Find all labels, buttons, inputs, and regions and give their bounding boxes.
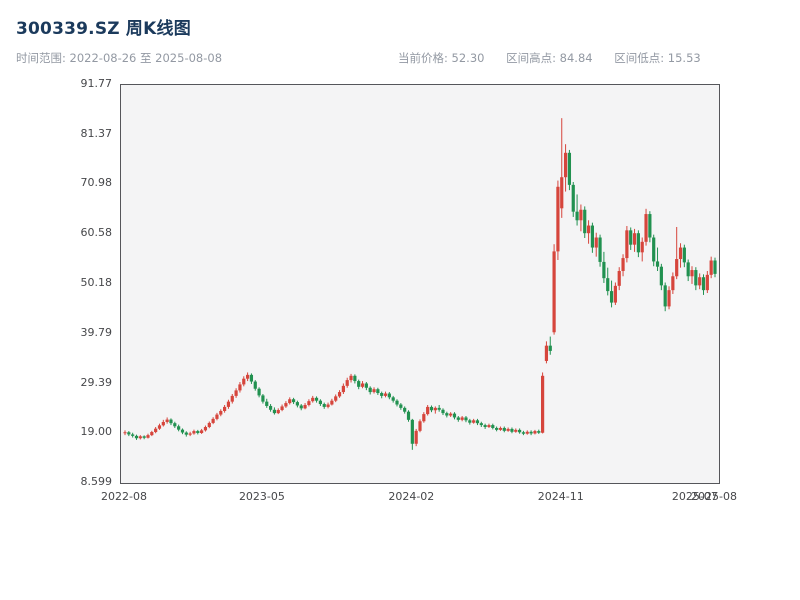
- y-axis-label: 50.18: [80, 276, 113, 290]
- range-low-label: 区间低点:: [614, 51, 665, 65]
- date-range-value: 2022-08-26 至 2025-08-08: [69, 51, 223, 65]
- y-axis-label: 81.37: [80, 126, 113, 140]
- x-axis-label: 2022-08: [101, 490, 147, 503]
- y-axis-label: 39.79: [80, 325, 113, 339]
- x-axis-label: 2025-08: [691, 490, 737, 503]
- y-axis-label: 29.39: [80, 375, 113, 389]
- candles: [123, 118, 717, 450]
- range-low-value: 15.53: [667, 51, 701, 65]
- x-axis-label: 2025-07: [671, 490, 718, 503]
- current-price-label: 当前价格:: [398, 51, 448, 65]
- y-axis-label: 8.599: [80, 475, 113, 488]
- y-axis-label: 60.58: [80, 226, 113, 240]
- y-axis-label: 19.00: [80, 425, 113, 439]
- page-title: 300339.SZ 周K线图: [16, 19, 191, 39]
- y-axis-label: 91.77: [80, 77, 113, 90]
- x-axis-label: 2024-11: [537, 490, 584, 503]
- x-axis-label: 2024-02: [388, 490, 435, 503]
- range-high-value: 84.84: [559, 51, 593, 65]
- range-low-stat: 区间低点: 15.53: [614, 51, 700, 65]
- y-axis-label: 70.98: [80, 176, 113, 190]
- range-high-stat: 区间高点: 84.84: [506, 51, 592, 65]
- range-high-label: 区间高点:: [506, 51, 556, 65]
- date-range-label: 时间范围:: [16, 51, 66, 65]
- current-price-stat: 当前价格: 52.30: [398, 51, 484, 65]
- x-axis-label: 2023-05: [238, 490, 285, 503]
- plot-area: [120, 84, 720, 484]
- date-range: 时间范围: 2022-08-26 至 2025-08-08: [16, 50, 222, 66]
- current-price-value: 52.30: [451, 51, 485, 65]
- price-stats: 当前价格: 52.30 区间高点: 84.84 区间低点: 15.53: [398, 50, 701, 66]
